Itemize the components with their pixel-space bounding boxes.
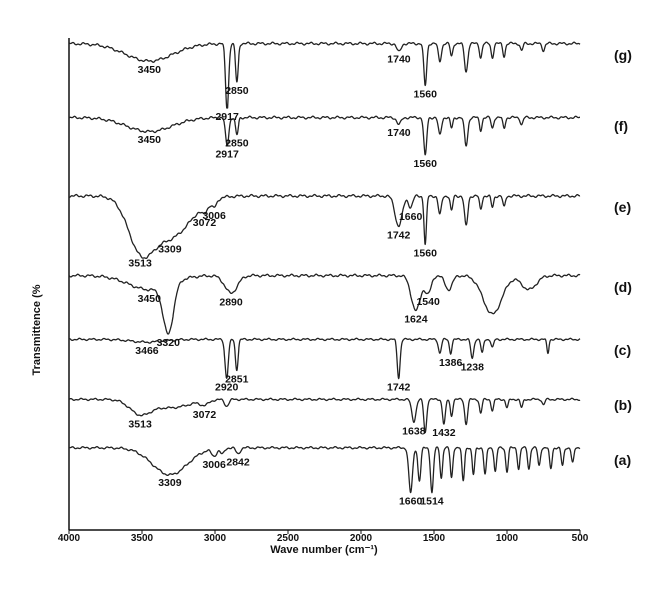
spectrum-line-e [68,193,581,260]
x-tick-label: 1500 [423,533,446,544]
x-axis-title: Wave number (cm⁻¹) [270,544,378,556]
peak-label: 3309 [158,477,182,489]
peak-label: 1660 [399,496,423,508]
peak-label: 3466 [135,345,159,357]
spectrum-line-c [68,337,581,380]
peak-label: 3006 [202,210,226,222]
series-label: (b) [614,397,632,413]
peak-label: 1740 [387,127,411,139]
x-tick-label: 4000 [58,533,81,544]
peak-label: 3006 [202,459,226,471]
x-tick-label: 500 [572,533,589,544]
peak-label: 3072 [193,217,217,229]
peak-label: 1740 [387,54,411,66]
series-labels: (g) (f) (e) (d) (c) (b) (a) [614,47,632,468]
x-tick-label: 3500 [131,533,154,544]
peak-label: 1540 [416,296,440,308]
x-tick-label: 3000 [204,533,227,544]
series-label: (d) [614,279,632,295]
peak-label: 2842 [226,456,250,468]
peak-label: 1238 [461,361,485,373]
x-tick-label: 2000 [350,533,373,544]
peak-label: 1660 [399,211,423,223]
spectrum-line-a [68,445,581,494]
peak-label: 3450 [138,134,162,146]
peak-label: 2920 [215,381,239,393]
peak-label: 2917 [215,111,239,123]
series-label: (f) [614,118,628,134]
peak-label: 2890 [219,296,243,308]
series-label: (g) [614,47,632,63]
peak-label: 3513 [128,257,152,269]
peak-label: 2917 [215,149,239,161]
series-label: (a) [614,452,631,468]
peak-label: 2850 [225,85,249,97]
y-axis-title: Transmittence (% [31,284,43,375]
spectra [68,41,581,494]
spectrum-line-b [68,397,581,434]
peak-label: 3320 [157,337,181,349]
peak-label: 3450 [138,64,162,76]
peak-label: 2851 [225,374,249,386]
series-label: (c) [614,342,631,358]
peak-label: 1638 [402,425,426,437]
series-label: (e) [614,199,631,215]
x-tick-label: 2500 [277,533,300,544]
peak-label: 1742 [387,382,411,394]
peak-labels: 3450291728501740156034502917285017401560… [128,54,484,508]
spectrum-line-g [68,41,581,109]
peak-label: 1560 [414,158,438,170]
x-ticks: 4000 3500 3000 2500 2000 1500 1000 500 [58,530,589,544]
peak-label: 1514 [420,496,444,508]
peak-label: 1560 [414,88,438,100]
peak-label: 1742 [387,230,411,242]
peak-label: 3450 [138,293,162,305]
spectrum-line-d [68,273,581,335]
peak-label: 3309 [158,244,182,256]
spectrum-line-f [68,115,581,156]
peak-label: 1624 [404,313,428,325]
peak-label: 2850 [225,138,249,150]
peak-label: 1560 [414,247,438,259]
peak-label: 1432 [432,427,456,439]
x-tick-label: 1000 [496,533,519,544]
peak-label: 3072 [193,409,217,421]
peak-label: 1386 [439,357,463,369]
peak-label: 3513 [128,418,152,430]
